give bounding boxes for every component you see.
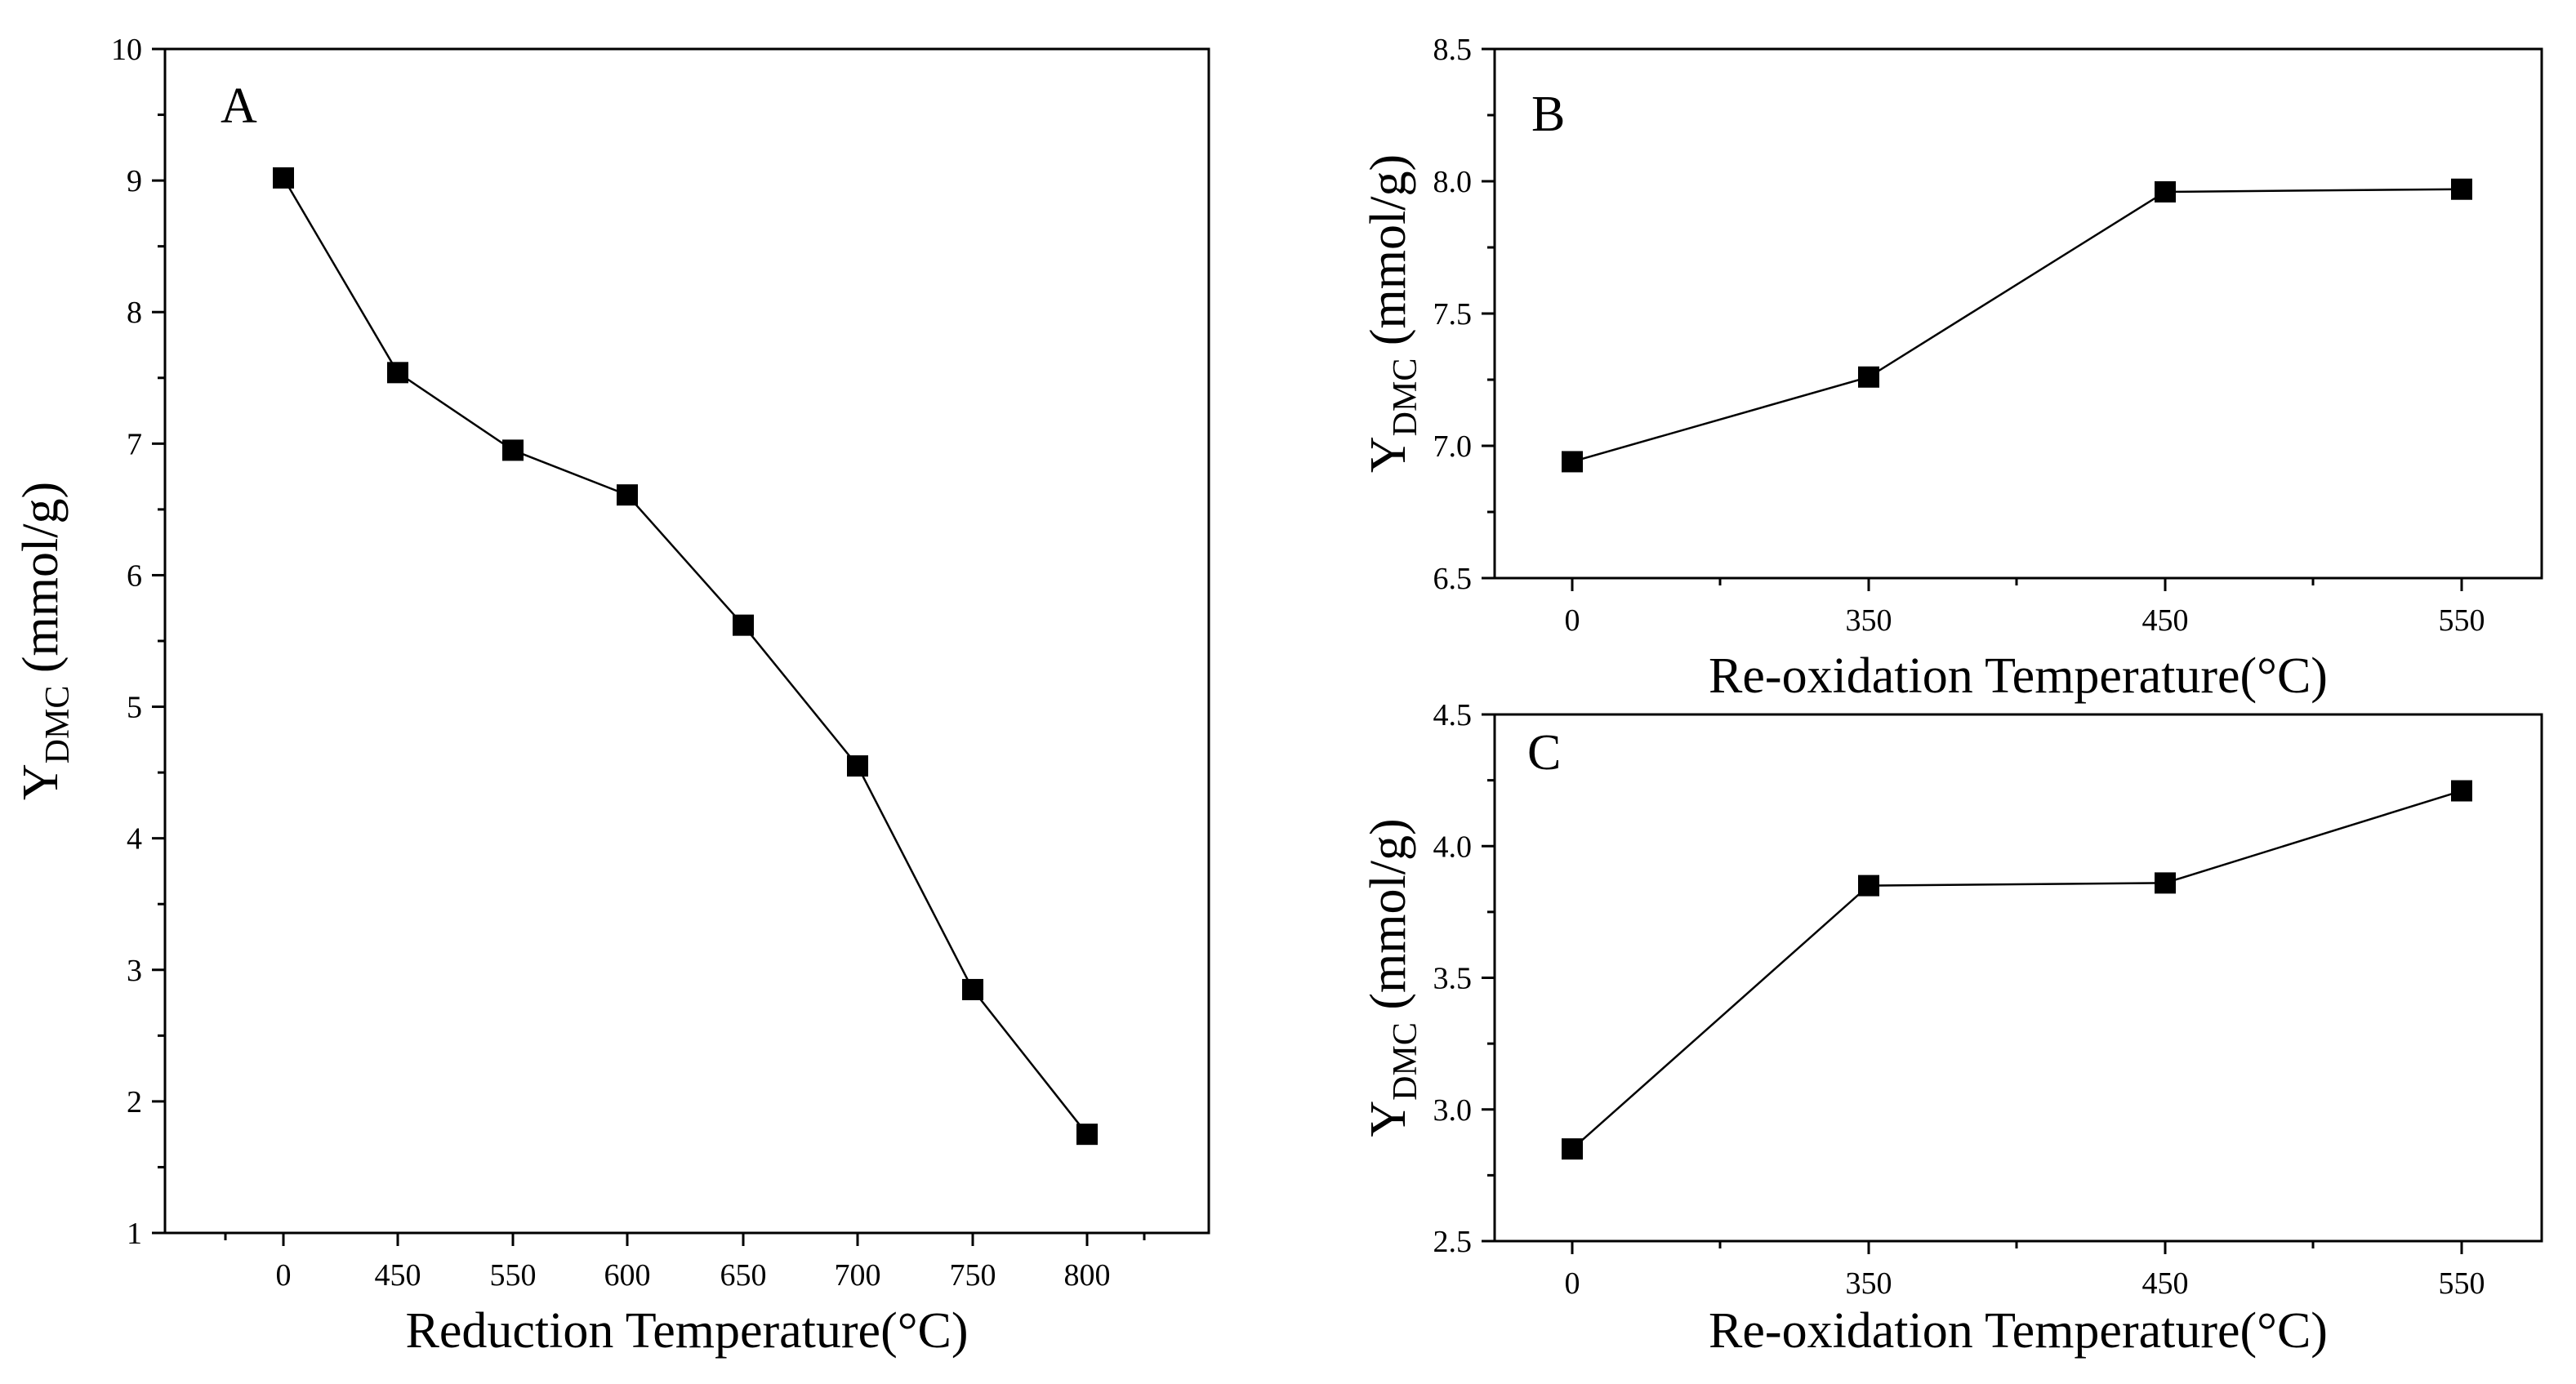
y-tick-label: 7.5: [1433, 297, 1473, 332]
y-axis-title-subscript: DMC: [1387, 1022, 1424, 1101]
y-tick-label: 6.5: [1433, 562, 1473, 596]
x-tick-label: 600: [604, 1258, 651, 1293]
x-tick-label: 550: [490, 1258, 537, 1293]
y-tick-label: 4.0: [1433, 830, 1473, 864]
x-tick-label: 450: [375, 1258, 421, 1293]
x-tick-label: 450: [2142, 603, 2189, 638]
x-tick-label: 450: [2142, 1266, 2189, 1301]
data-point: [1858, 874, 1879, 897]
panel-label: A: [221, 78, 257, 134]
data-point: [1858, 366, 1879, 388]
data-point: [2155, 872, 2176, 894]
x-tick-label: 700: [835, 1258, 881, 1293]
x-tick-label: 0: [1565, 1266, 1580, 1301]
y-tick-label: 4.5: [1433, 698, 1473, 732]
data-point: [387, 362, 408, 384]
y-tick-label: 2.5: [1433, 1225, 1473, 1259]
y-axis-title-unit: (mmol/g): [13, 482, 69, 686]
data-point: [962, 978, 983, 1000]
x-tick-label: 550: [2439, 1266, 2485, 1301]
y-axis-title: YDMC (mmol/g): [13, 482, 77, 800]
y-axis-title-main: Y: [1361, 1101, 1416, 1137]
data-point: [273, 167, 294, 189]
x-tick-label: 800: [1064, 1258, 1111, 1293]
chart-panel-a: 1 2 3 4 5 6 7 8 9 10 0 450 550 600 650 700 750 800 A Reduct…: [13, 33, 1210, 1359]
x-tick-label: 350: [1846, 603, 1892, 638]
y-tick-label: 3.5: [1433, 962, 1473, 996]
data-point: [1562, 1138, 1583, 1160]
data-point: [502, 439, 524, 461]
x-tick-label: 350: [1846, 1266, 1892, 1301]
series-line: [282, 177, 1088, 1135]
data-point: [847, 755, 868, 777]
data-point: [1076, 1124, 1098, 1146]
y-tick-label: 1: [127, 1217, 142, 1251]
chart-panel-b: 6.5 7.0 7.5 8.0 8.5 0 350 450 550 B Re-oxidation T…: [1361, 33, 2543, 704]
y-tick-label: 6: [127, 558, 142, 593]
series-line: [1571, 188, 2462, 463]
y-axis-title-main: Y: [13, 763, 69, 800]
y-tick-label: 10: [111, 33, 142, 67]
x-tick-label: 550: [2439, 603, 2485, 638]
data-point: [1562, 451, 1583, 473]
x-tick-label: 650: [720, 1258, 767, 1293]
y-tick-label: 8: [127, 296, 142, 330]
y-tick-label: 4: [127, 822, 142, 857]
y-tick-label: 8.0: [1433, 165, 1473, 199]
series-line: [1571, 790, 2462, 1150]
plot-frame: [163, 47, 1210, 1235]
y-tick-label: 5: [127, 691, 142, 725]
data-point: [2451, 780, 2472, 802]
x-tick-label: 0: [1565, 603, 1580, 638]
chart-panel-c: 2.5 3.0 3.5 4.0 4.5 0 350 450 550 C Re-oxidation T…: [1361, 698, 2543, 1359]
y-axis-title-subscript: DMC: [39, 686, 77, 764]
data-point: [617, 484, 638, 506]
x-tick-label: 0: [276, 1258, 292, 1293]
y-tick-label: 3: [127, 954, 142, 988]
y-axis-title-unit: (mmol/g): [1361, 818, 1416, 1022]
data-point: [2155, 180, 2176, 202]
plot-frame: [1493, 713, 2543, 1243]
panel-label: C: [1527, 725, 1561, 781]
y-tick-label: 9: [127, 164, 142, 198]
panel-label: B: [1531, 87, 1565, 142]
data-point: [2451, 178, 2472, 200]
x-axis-title: Re-oxidation Temperature(°C): [1709, 648, 2328, 704]
plot-frame: [1493, 47, 2543, 580]
y-axis-title-unit: (mmol/g): [1361, 154, 1416, 358]
y-axis-title-subscript: DMC: [1387, 358, 1424, 437]
y-axis-title: YDMC (mmol/g): [1361, 154, 1424, 473]
x-axis-title: Reduction Temperature(°C): [405, 1303, 968, 1359]
x-tick-label: 750: [950, 1258, 996, 1293]
y-axis-title-main: Y: [1361, 436, 1416, 473]
y-tick-label: 7.0: [1433, 429, 1473, 464]
y-tick-label: 3.0: [1433, 1093, 1473, 1128]
x-axis-title: Re-oxidation Temperature(°C): [1709, 1303, 2328, 1359]
y-axis-title: YDMC (mmol/g): [1361, 818, 1424, 1137]
y-tick-label: 7: [127, 427, 142, 461]
data-point: [733, 614, 754, 636]
y-tick-label: 2: [127, 1085, 142, 1119]
y-tick-label: 8.5: [1433, 33, 1473, 67]
